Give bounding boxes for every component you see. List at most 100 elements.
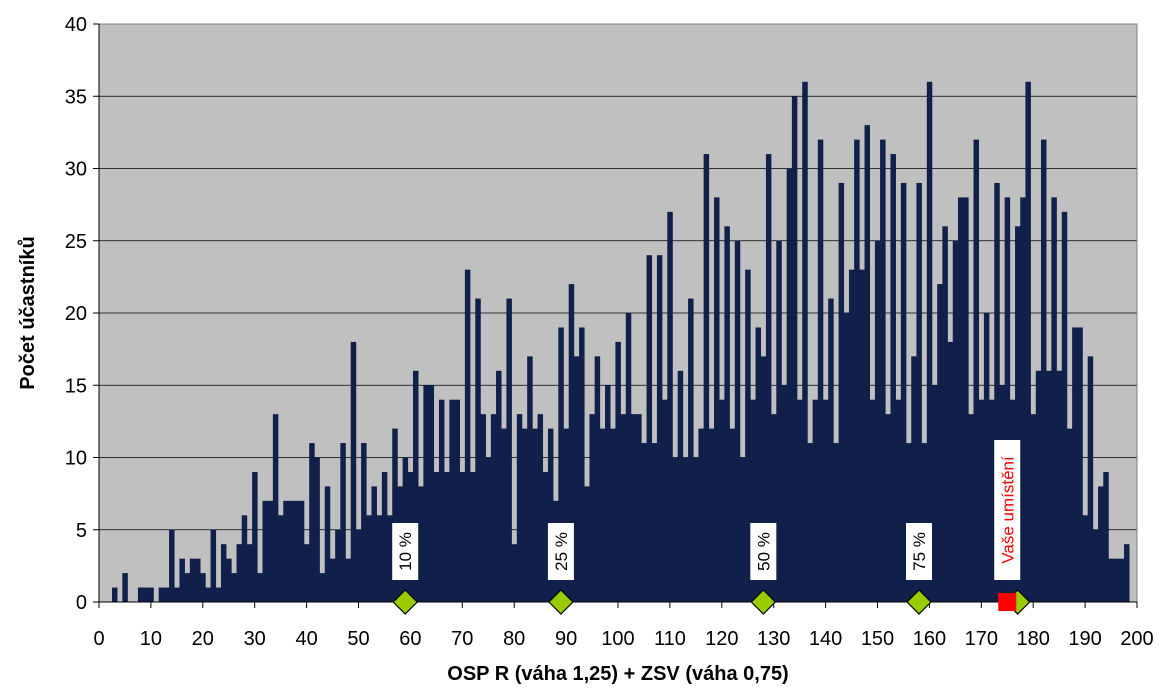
percentile-marker: [392, 589, 419, 615]
bar: [122, 573, 128, 602]
bar: [361, 443, 367, 602]
bar: [1077, 327, 1083, 602]
bar: [1056, 370, 1063, 602]
bar: [215, 587, 222, 602]
bar: [158, 587, 165, 602]
bar: [1124, 544, 1130, 602]
bar: [885, 414, 891, 602]
bar: [942, 226, 948, 603]
bar: [584, 486, 590, 602]
bar: [1051, 197, 1057, 602]
bar: [210, 529, 217, 602]
percentile-label: 50 %: [754, 532, 773, 571]
bar: [262, 500, 268, 602]
bar: [1118, 558, 1125, 602]
your-position-marker: [998, 593, 1017, 611]
your-position-label-box: [994, 440, 1021, 580]
bar: [646, 255, 653, 602]
bar: [719, 399, 725, 602]
bar: [516, 414, 523, 602]
bar: [547, 428, 554, 602]
bar: [412, 370, 419, 602]
your-position-label: Vaše umístění: [998, 456, 1017, 564]
bar: [527, 356, 533, 602]
y-tick-label: 0: [76, 592, 87, 614]
bar: [667, 211, 673, 602]
bar: [579, 327, 585, 602]
x-tick-label: 150: [861, 628, 894, 650]
bar: [677, 370, 684, 602]
y-tick-label: 20: [65, 303, 87, 325]
y-tick-label: 35: [65, 86, 87, 108]
bar: [1108, 558, 1114, 602]
bar: [1015, 226, 1021, 603]
x-tick-label: 160: [913, 628, 946, 650]
bar: [236, 544, 243, 602]
bar: [392, 428, 398, 602]
x-tick-label: 10: [140, 628, 162, 650]
bar: [900, 182, 907, 602]
bar: [532, 428, 538, 602]
bar: [978, 399, 985, 602]
bar: [449, 399, 455, 602]
bar: [890, 154, 896, 603]
bar: [220, 544, 227, 602]
bar: [1098, 486, 1104, 602]
bar: [521, 428, 528, 602]
bar: [786, 168, 793, 602]
bar: [599, 428, 606, 602]
bar: [418, 486, 424, 602]
y-tick-label: 25: [65, 231, 87, 253]
y-tick-label: 15: [65, 375, 87, 397]
bar: [771, 414, 777, 602]
bar: [454, 399, 461, 602]
bar: [1004, 197, 1011, 602]
bar: [511, 544, 518, 602]
bar: [989, 399, 995, 602]
x-tick-label: 20: [192, 628, 214, 650]
bar: [781, 385, 787, 602]
percentile-label: 10 %: [396, 532, 415, 571]
bar: [662, 399, 668, 602]
axis-ticks: 0 5 10 15 20 25 30 35 40 0 10 20 30 40 50 60 70 80 90 100 11…: [65, 14, 1154, 650]
percentile-label-box: [547, 523, 574, 580]
bar: [169, 529, 175, 602]
bar: [506, 298, 512, 602]
bar: [226, 558, 232, 602]
x-tick-label: 80: [503, 628, 525, 650]
bar: [1066, 428, 1073, 602]
bar: [231, 573, 237, 602]
x-tick-label: 120: [705, 628, 738, 650]
bar: [636, 414, 642, 602]
bar: [641, 443, 647, 602]
bar: [480, 414, 486, 602]
bar: [376, 515, 383, 602]
bar: [501, 428, 507, 602]
percentile-markers: 10 % 25 % 50 % 75 % Vaše umístění: [392, 440, 1031, 615]
bar: [854, 139, 860, 602]
bar: [698, 428, 704, 602]
bar: [111, 587, 118, 602]
x-tick-label: 0: [93, 628, 104, 650]
bar: [537, 414, 544, 602]
bar: [1035, 370, 1042, 602]
bar: [205, 587, 211, 602]
x-tick-label: 190: [1068, 628, 1101, 650]
x-tick-label: 170: [965, 628, 998, 650]
percentile-label-box: [906, 523, 933, 580]
percentile-marker: [906, 589, 932, 615]
x-tick-label: 180: [1017, 628, 1050, 650]
bar: [724, 226, 730, 603]
bar: [594, 356, 601, 602]
bar: [605, 385, 611, 602]
x-tick-label: 100: [601, 628, 634, 650]
bar: [952, 240, 959, 602]
bar: [693, 457, 699, 602]
bar: [765, 154, 772, 603]
bar: [926, 81, 933, 603]
bar: [298, 500, 305, 602]
x-tick-label: 50: [347, 628, 369, 650]
bar: [433, 471, 440, 602]
bar: [776, 240, 782, 602]
y-axis-title: Počet účastníků: [17, 236, 39, 389]
